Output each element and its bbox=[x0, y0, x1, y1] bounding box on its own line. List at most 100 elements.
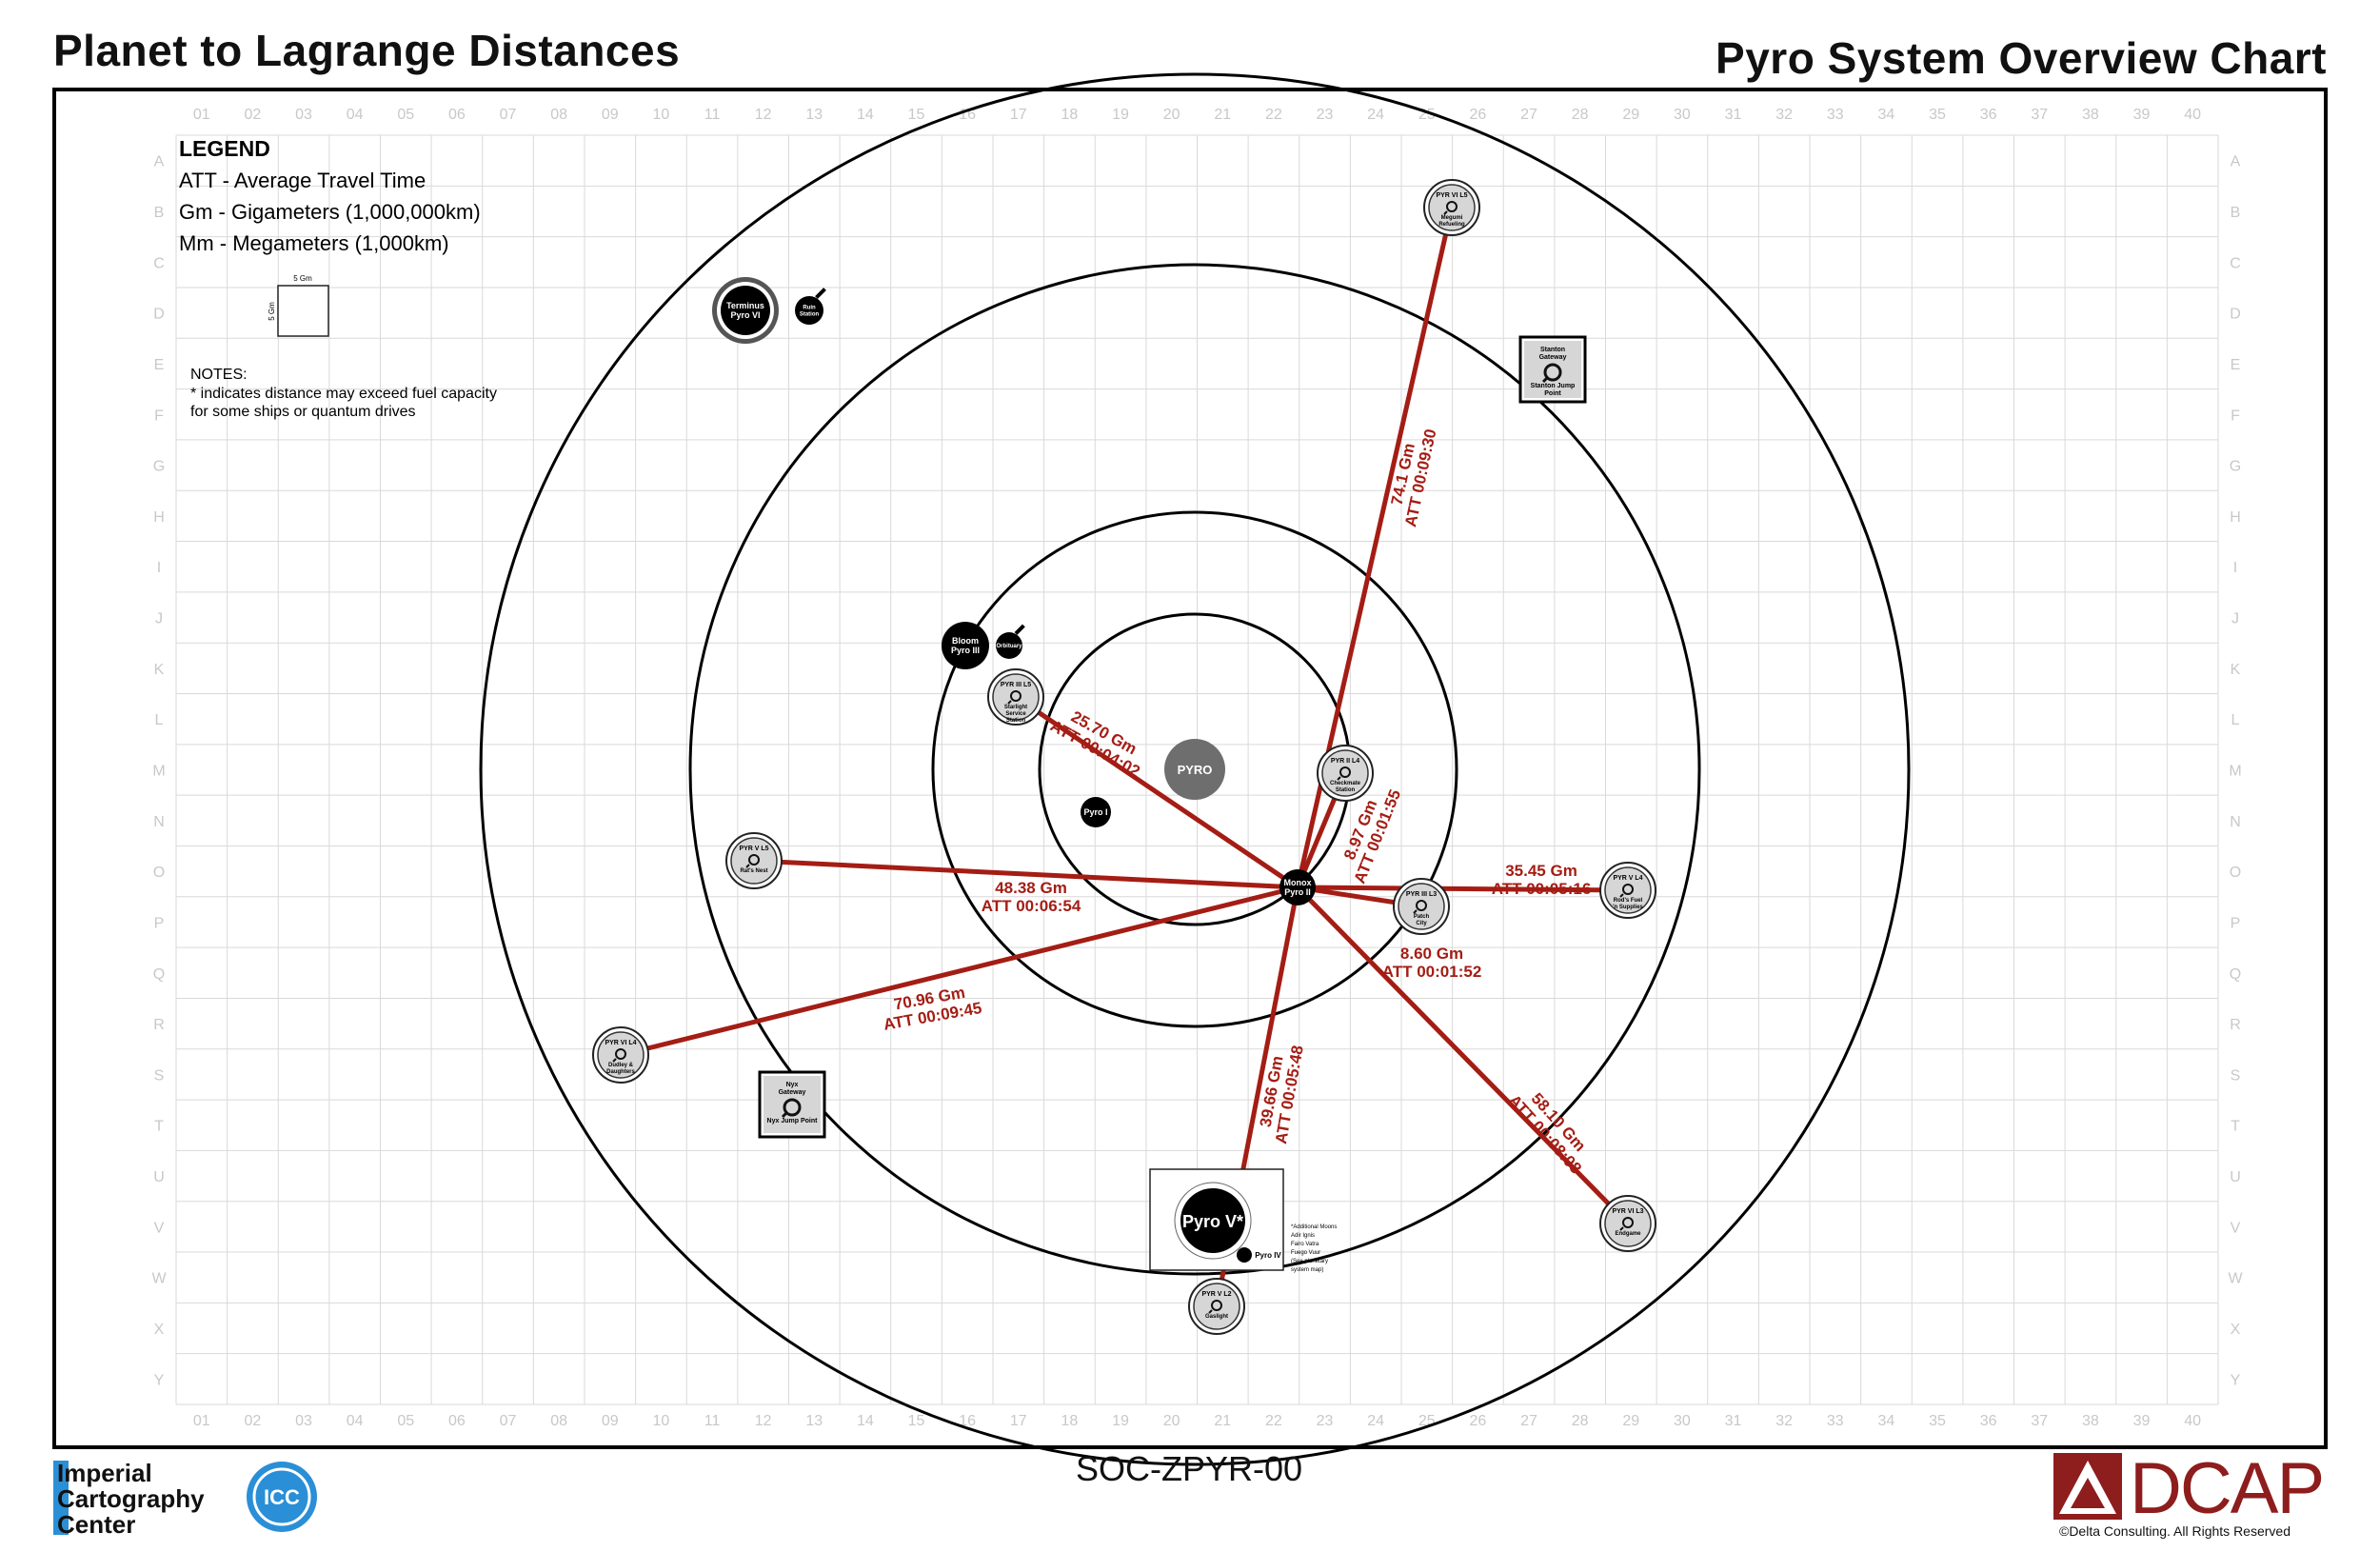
grid-row-label-left: H bbox=[153, 509, 165, 526]
legend: LEGEND ATT - Average Travel Time Gm - Gi… bbox=[179, 136, 497, 420]
grid-col-label-bottom: 08 bbox=[550, 1413, 567, 1429]
grid-col-label-bottom: 22 bbox=[1265, 1413, 1282, 1429]
grid-row-label-left: T bbox=[154, 1119, 164, 1135]
station-disc bbox=[597, 1031, 645, 1079]
jump-station-icon bbox=[615, 1048, 626, 1060]
grid-col-label-top: 05 bbox=[397, 107, 414, 123]
grid-col-label-bottom: 39 bbox=[2133, 1413, 2151, 1429]
scale-label-top: 5 Gm bbox=[293, 274, 312, 283]
grid-col-label-bottom: 31 bbox=[1725, 1413, 1742, 1429]
route-line-pyr5l4 bbox=[1297, 885, 1629, 893]
station-title: PYR III L5 bbox=[1001, 682, 1031, 688]
grid-col-label-top: 31 bbox=[1725, 107, 1742, 123]
station-title: PYR V L4 bbox=[1613, 875, 1642, 882]
icc-line-1: Imperial bbox=[57, 1459, 152, 1487]
grid-col-label-top: 07 bbox=[500, 107, 517, 123]
star-pyro: PYRO bbox=[1164, 739, 1225, 800]
grid-row-label-right: K bbox=[2231, 662, 2241, 678]
grid-row-label-left: X bbox=[154, 1322, 165, 1338]
grid-row-label-right: S bbox=[2231, 1067, 2241, 1084]
grid-col-label-bottom: 04 bbox=[347, 1413, 364, 1429]
station-name: Patch bbox=[1414, 914, 1430, 920]
moon-label: Station bbox=[800, 311, 820, 317]
grid-row-label-left: V bbox=[154, 1220, 165, 1236]
star-disc bbox=[1164, 739, 1225, 800]
icc-seal-ring bbox=[252, 1467, 311, 1526]
grid-col-label-top: 17 bbox=[1010, 107, 1027, 123]
station-name: Starlight bbox=[1004, 705, 1027, 710]
grid-col-label-bottom: 05 bbox=[397, 1413, 414, 1429]
station-disc bbox=[1428, 184, 1476, 231]
moon-orbituary: Orbituary bbox=[996, 624, 1025, 659]
star-label: PYRO bbox=[1178, 763, 1213, 777]
grid-row-label-right: B bbox=[2231, 205, 2241, 221]
jump-station-icon bbox=[1416, 900, 1427, 911]
route-att: ATT 00:06:54 bbox=[982, 897, 1081, 915]
grid-col-label-bottom: 35 bbox=[1929, 1413, 1946, 1429]
grid-col-label-bottom: 38 bbox=[2082, 1413, 2099, 1429]
station-disc bbox=[1604, 1200, 1652, 1247]
jump-point-name: Gateway bbox=[1539, 354, 1567, 361]
scale-square bbox=[277, 285, 329, 337]
grid-row-label-right: P bbox=[2231, 915, 2241, 931]
grid-row-label-left: I bbox=[157, 560, 161, 576]
jump-point-name: Nyx bbox=[786, 1082, 799, 1088]
grid-col-label-bottom: 15 bbox=[908, 1413, 925, 1429]
station-name: Service bbox=[1005, 711, 1026, 717]
icc-line-3: Center bbox=[57, 1510, 136, 1539]
grid-col-label-bottom: 36 bbox=[1980, 1413, 1997, 1429]
jump-station-icon bbox=[748, 854, 760, 866]
station-name: Refueling bbox=[1438, 222, 1465, 228]
grid-row-label-left: O bbox=[153, 865, 165, 881]
grid-row-label-right: M bbox=[2229, 764, 2241, 780]
grid-col-label-bottom: 20 bbox=[1163, 1413, 1180, 1429]
jump-station-icon bbox=[1446, 201, 1458, 212]
planet-disc bbox=[942, 622, 989, 669]
pyro-v-note-line: (See planetary bbox=[1291, 1259, 1328, 1264]
jump-point-label: Stanton Jump bbox=[1531, 383, 1576, 389]
planet-disc bbox=[1279, 869, 1316, 905]
grid-row-label-left: S bbox=[154, 1067, 165, 1084]
jump-station-icon-tail bbox=[612, 1058, 617, 1063]
grid-row-label-left: U bbox=[153, 1169, 165, 1185]
jump-point-name: Gateway bbox=[779, 1089, 806, 1096]
lagrange-station-pyr5l4: PYR V L4 Rod's Fuel'n Supplies bbox=[1599, 862, 1656, 919]
grid-row-label-left: Q bbox=[153, 966, 165, 983]
station-title: PYR VI L3 bbox=[1612, 1208, 1643, 1215]
station-disc bbox=[1193, 1283, 1240, 1330]
grid-col-label-top: 13 bbox=[805, 107, 823, 123]
station-name: Rod's Fuel bbox=[1614, 898, 1643, 904]
grid-col-label-top: 20 bbox=[1163, 107, 1180, 123]
jump-station-icon-tail bbox=[1413, 909, 1418, 914]
grid-col-label-top: 10 bbox=[653, 107, 670, 123]
pyro-v-group: Pyro V* Pyro IV *Additional Moons Adir Igni… bbox=[1149, 1168, 1337, 1273]
jump-point-icon bbox=[783, 1098, 802, 1117]
station-name: Station bbox=[1336, 787, 1356, 793]
grid-col-label-top: 06 bbox=[448, 107, 466, 123]
chart-code: SOC-ZPYR-00 bbox=[1076, 1449, 1303, 1488]
notes-line-2: for some ships or quantum drives bbox=[190, 404, 416, 420]
grid-col-label-top: 14 bbox=[857, 107, 874, 123]
moon-label: Pyro IV bbox=[1255, 1251, 1281, 1260]
grid-col-label-top: 36 bbox=[1980, 107, 1997, 123]
grid-col-label-bottom: 18 bbox=[1061, 1413, 1079, 1429]
lagrange-station-pyr5l5: PYR V L5 Rat's Nest bbox=[725, 832, 783, 889]
moon-marker-icon bbox=[1014, 624, 1025, 635]
moon-disc bbox=[1237, 1247, 1252, 1263]
icc-logo-graphic: ICC bbox=[53, 1461, 317, 1535]
dcap-triangle-icon bbox=[2053, 1453, 2122, 1520]
station-disc bbox=[992, 673, 1040, 721]
grid-row-label-right: D bbox=[2230, 307, 2241, 323]
dcap-wordmark: DCAP bbox=[2130, 1448, 2325, 1529]
grid-col-label-bottom: 12 bbox=[755, 1413, 772, 1429]
icc-seal-text: ICC bbox=[264, 1485, 300, 1509]
grid-col-label-top: 34 bbox=[1878, 107, 1895, 123]
grid-row-label-right: R bbox=[2230, 1017, 2241, 1033]
grid-col-label-bottom: 26 bbox=[1470, 1413, 1487, 1429]
station-name: City bbox=[1416, 921, 1427, 926]
